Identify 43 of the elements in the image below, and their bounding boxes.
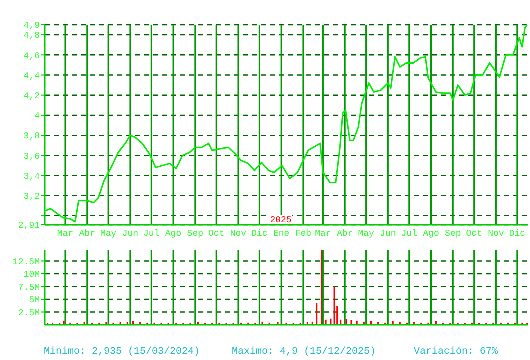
line-series	[44, 24, 528, 223]
x-tick-label: Feb	[295, 229, 312, 239]
x-tick-label: Dic	[509, 229, 526, 239]
x-tick-label: Dic	[252, 229, 268, 239]
y-tick-label: 5M	[29, 296, 40, 306]
y-tick-label: 4,2	[24, 92, 40, 102]
x-tick-label: Abr	[79, 229, 96, 239]
x-tick-label: Mar	[57, 229, 74, 239]
x-tick-label: Oct	[208, 229, 225, 239]
y-tick-label: 12.5M	[12, 257, 40, 268]
annotation: 2025	[270, 216, 292, 226]
y-tick-label: 3,4	[24, 172, 40, 182]
y-tick-label: 3,6	[24, 152, 40, 162]
x-tick-label: Ago	[165, 229, 182, 239]
y-tick-label: 4,4	[24, 71, 40, 82]
y-tick-label: 2.5M	[18, 308, 40, 318]
x-tick-label: Nov	[230, 229, 248, 239]
x-tick-label: Sep	[445, 229, 462, 239]
x-tick-label: Mar	[315, 229, 332, 239]
y-tick-label: 3,2	[24, 192, 40, 202]
x-tick-label: Jul	[144, 229, 160, 239]
y-tick-label: 4,8	[24, 31, 40, 42]
x-tick-label: Jul	[401, 229, 418, 239]
x-tick-label: Ago	[423, 229, 440, 239]
y-tick-label: 4,6	[24, 51, 40, 62]
text: Minimo: 2,935 (15/03/2024)	[44, 346, 200, 358]
x-tick-label: May	[100, 229, 118, 239]
text: Maximo: 4,9 (15/12/2025)	[232, 346, 376, 358]
x-tick-label: Nov	[488, 229, 505, 239]
y-tick-label: 2,91	[18, 221, 40, 232]
y-tick-label: 3,8	[24, 132, 40, 142]
x-tick-label: May	[358, 229, 375, 239]
x-tick-label: Ene	[273, 229, 290, 239]
x-tick-label: Jun	[122, 229, 139, 239]
x-tick-label: Jun	[380, 229, 396, 239]
x-tick-label: Sep	[187, 229, 204, 239]
x-tick-label: Oct	[466, 229, 482, 239]
text: Variación: 67%	[414, 346, 498, 358]
x-tick-label: Abr	[337, 229, 354, 239]
y-tick-label: 10M	[24, 270, 40, 280]
y-tick-label: 4,9	[24, 21, 40, 32]
y-tick-label: 7.5M	[18, 282, 40, 293]
y-tick-label: 4	[34, 112, 40, 122]
